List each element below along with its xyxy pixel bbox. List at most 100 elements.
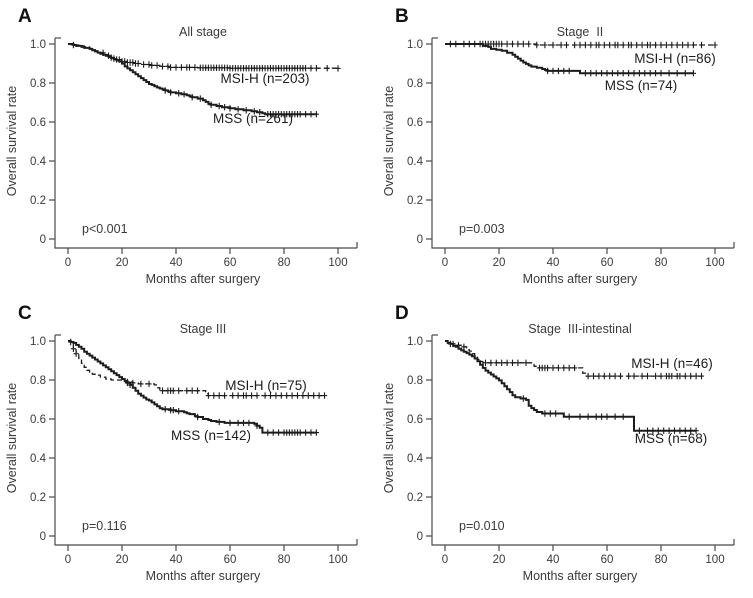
y-tick-label: 1.0 — [407, 39, 423, 51]
panel-a-msi-h-series: MSI-H (n=203) — [68, 41, 341, 86]
panel-d-mss-series: MSS (n=68) — [445, 340, 707, 446]
x-tick-label: 40 — [547, 257, 560, 269]
panel-a: A All stage 1.0 0.8 0.6 0.4 0.2 0 0 20 40 60 80 100 Mo… — [0, 0, 376, 296]
panel-a-letter: A — [18, 6, 32, 27]
y-tick-label: 0 — [40, 234, 46, 246]
panel-d-msi-h-series: MSI-H (n=46) — [445, 340, 713, 380]
y-tick-label: 0.8 — [407, 375, 423, 387]
panel-c-msi-h-censor-marks — [70, 345, 328, 399]
x-tick-label: 80 — [655, 554, 668, 566]
panel-c-mss-label: MSS (n=142) — [171, 428, 251, 443]
x-tick-label: 20 — [116, 257, 129, 269]
x-tick-label: 20 — [116, 554, 129, 566]
panel-b-chart: B Stage II 1.0 0.8 0.6 0.4 0.2 0 0 20 40 60 80 100 Mon… — [382, 6, 735, 286]
panel-a-title: All stage — [179, 25, 227, 39]
panel-b-axes — [426, 37, 735, 254]
x-tick-label: 100 — [705, 257, 724, 269]
panel-a-tick-labels: 1.0 0.8 0.6 0.4 0.2 0 0 20 40 60 80 100 — [30, 39, 348, 269]
panel-c: C Stage III 1.0 0.8 0.6 0.4 0.2 0 0 20 40 60 80 100 Mo… — [0, 297, 376, 593]
x-tick-label: 80 — [655, 257, 668, 269]
x-tick-label: 80 — [278, 257, 291, 269]
panel-c-axes — [49, 334, 358, 551]
panel-a-mss-series: MSS (n=261) — [68, 43, 319, 126]
y-tick-label: 0 — [40, 531, 46, 543]
y-tick-label: 0.2 — [407, 195, 423, 207]
panel-d-y-axis-title: Overall survival rate — [382, 383, 396, 493]
panel-b-mss-series: MSS (n=74) — [445, 40, 696, 93]
panel-b-x-axis-title: Months after surgery — [523, 272, 638, 286]
y-tick-label: 1.0 — [30, 336, 46, 348]
panel-b-p-value: p=0.003 — [459, 222, 505, 236]
panel-c-x-axis-title: Months after surgery — [146, 569, 261, 583]
x-tick-label: 40 — [170, 554, 183, 566]
x-tick-label: 0 — [442, 554, 448, 566]
panel-d-msi-h-label: MSI-H (n=46) — [631, 356, 712, 371]
x-tick-label: 100 — [705, 554, 724, 566]
y-tick-label: 0 — [417, 234, 423, 246]
x-tick-label: 60 — [601, 554, 614, 566]
x-tick-label: 100 — [328, 554, 347, 566]
y-tick-label: 0.8 — [407, 78, 423, 90]
panel-a-axes — [49, 37, 358, 254]
panel-a-y-axis-title: Overall survival rate — [5, 86, 19, 196]
panel-c-chart: C Stage III 1.0 0.8 0.6 0.4 0.2 0 0 20 40 60 80 100 Mo… — [5, 303, 358, 583]
x-tick-label: 40 — [170, 257, 183, 269]
panel-c-tick-labels: 1.0 0.8 0.6 0.4 0.2 0 0 20 40 60 80 100 — [30, 336, 348, 566]
panel-a-mss-curve — [68, 43, 317, 116]
y-tick-label: 0.6 — [407, 414, 423, 426]
panel-b-msi-h-censor-marks — [461, 40, 718, 49]
panel-c-letter: C — [18, 303, 32, 324]
y-tick-label: 0.6 — [30, 117, 46, 129]
panel-b-y-axis-title: Overall survival rate — [382, 86, 396, 196]
panel-b-letter: B — [395, 6, 409, 27]
panel-b-msi-h-series: MSI-H (n=86) — [445, 40, 718, 66]
panel-c-p-value: p=0.116 — [82, 519, 127, 533]
panel-c-mss-series: MSS (n=142) — [68, 338, 319, 443]
panel-d-mss-curve — [445, 340, 697, 432]
panel-a-mss-label: MSS (n=261) — [213, 111, 293, 126]
panel-c-mss-curve — [68, 340, 317, 434]
y-tick-label: 0.2 — [407, 492, 423, 504]
y-tick-label: 0.4 — [30, 453, 47, 465]
x-tick-label: 20 — [493, 554, 506, 566]
x-tick-label: 40 — [547, 554, 560, 566]
y-tick-label: 0.6 — [407, 117, 423, 129]
panel-d-title: Stage III-intestinal — [528, 322, 632, 336]
panel-a-mss-censor-marks — [162, 87, 319, 118]
panel-b-tick-labels: 1.0 0.8 0.6 0.4 0.2 0 0 20 40 60 80 100 — [407, 39, 725, 269]
panel-b-title: Stage II — [557, 25, 604, 39]
panel-c-y-axis-title: Overall survival rate — [5, 383, 19, 493]
x-tick-label: 60 — [224, 554, 237, 566]
y-tick-label: 0.4 — [407, 156, 424, 168]
x-tick-label: 60 — [224, 257, 237, 269]
panel-c-mss-censor-marks — [68, 338, 319, 436]
y-tick-label: 0.8 — [30, 375, 46, 387]
y-tick-label: 1.0 — [407, 336, 423, 348]
x-tick-label: 80 — [278, 554, 291, 566]
panel-b: B Stage II 1.0 0.8 0.6 0.4 0.2 0 0 20 40 60 80 100 Mon… — [377, 0, 753, 296]
panel-b-mss-curve — [445, 43, 694, 75]
panel-c-msi-h-series: MSI-H (n=75) — [68, 340, 328, 399]
y-tick-label: 0 — [417, 531, 423, 543]
panel-c-msi-h-curve — [68, 340, 325, 397]
panel-d: D Stage III-intestinal 1.0 0.8 0.6 0.4 0.2 0 0 20… — [377, 297, 753, 593]
panel-d-x-axis-title: Months after surgery — [523, 569, 638, 583]
y-tick-label: 0.4 — [407, 453, 424, 465]
panel-c-msi-h-label: MSI-H (n=75) — [225, 378, 306, 393]
y-tick-label: 0.6 — [30, 414, 46, 426]
panel-d-letter: D — [395, 303, 409, 324]
panel-a-chart: A All stage 1.0 0.8 0.6 0.4 0.2 0 0 20 40 60 80 100 Mo… — [5, 6, 358, 286]
x-tick-label: 60 — [601, 257, 614, 269]
panel-d-chart: D Stage III-intestinal 1.0 0.8 0.6 0.4 0.2 0 0 20… — [382, 303, 735, 583]
x-tick-label: 0 — [65, 554, 71, 566]
panel-c-title: Stage III — [180, 322, 227, 336]
panel-a-p-value: p<0.001 — [82, 222, 128, 236]
panel-b-mss-label: MSS (n=74) — [605, 78, 677, 93]
x-tick-label: 20 — [493, 257, 506, 269]
panel-d-tick-labels: 1.0 0.8 0.6 0.4 0.2 0 0 20 40 60 80 100 — [407, 336, 725, 566]
y-tick-label: 0.8 — [30, 78, 46, 90]
x-tick-label: 0 — [65, 257, 71, 269]
panel-d-mss-censor-marks — [520, 395, 699, 434]
y-tick-label: 0.2 — [30, 195, 46, 207]
x-tick-label: 0 — [442, 257, 448, 269]
